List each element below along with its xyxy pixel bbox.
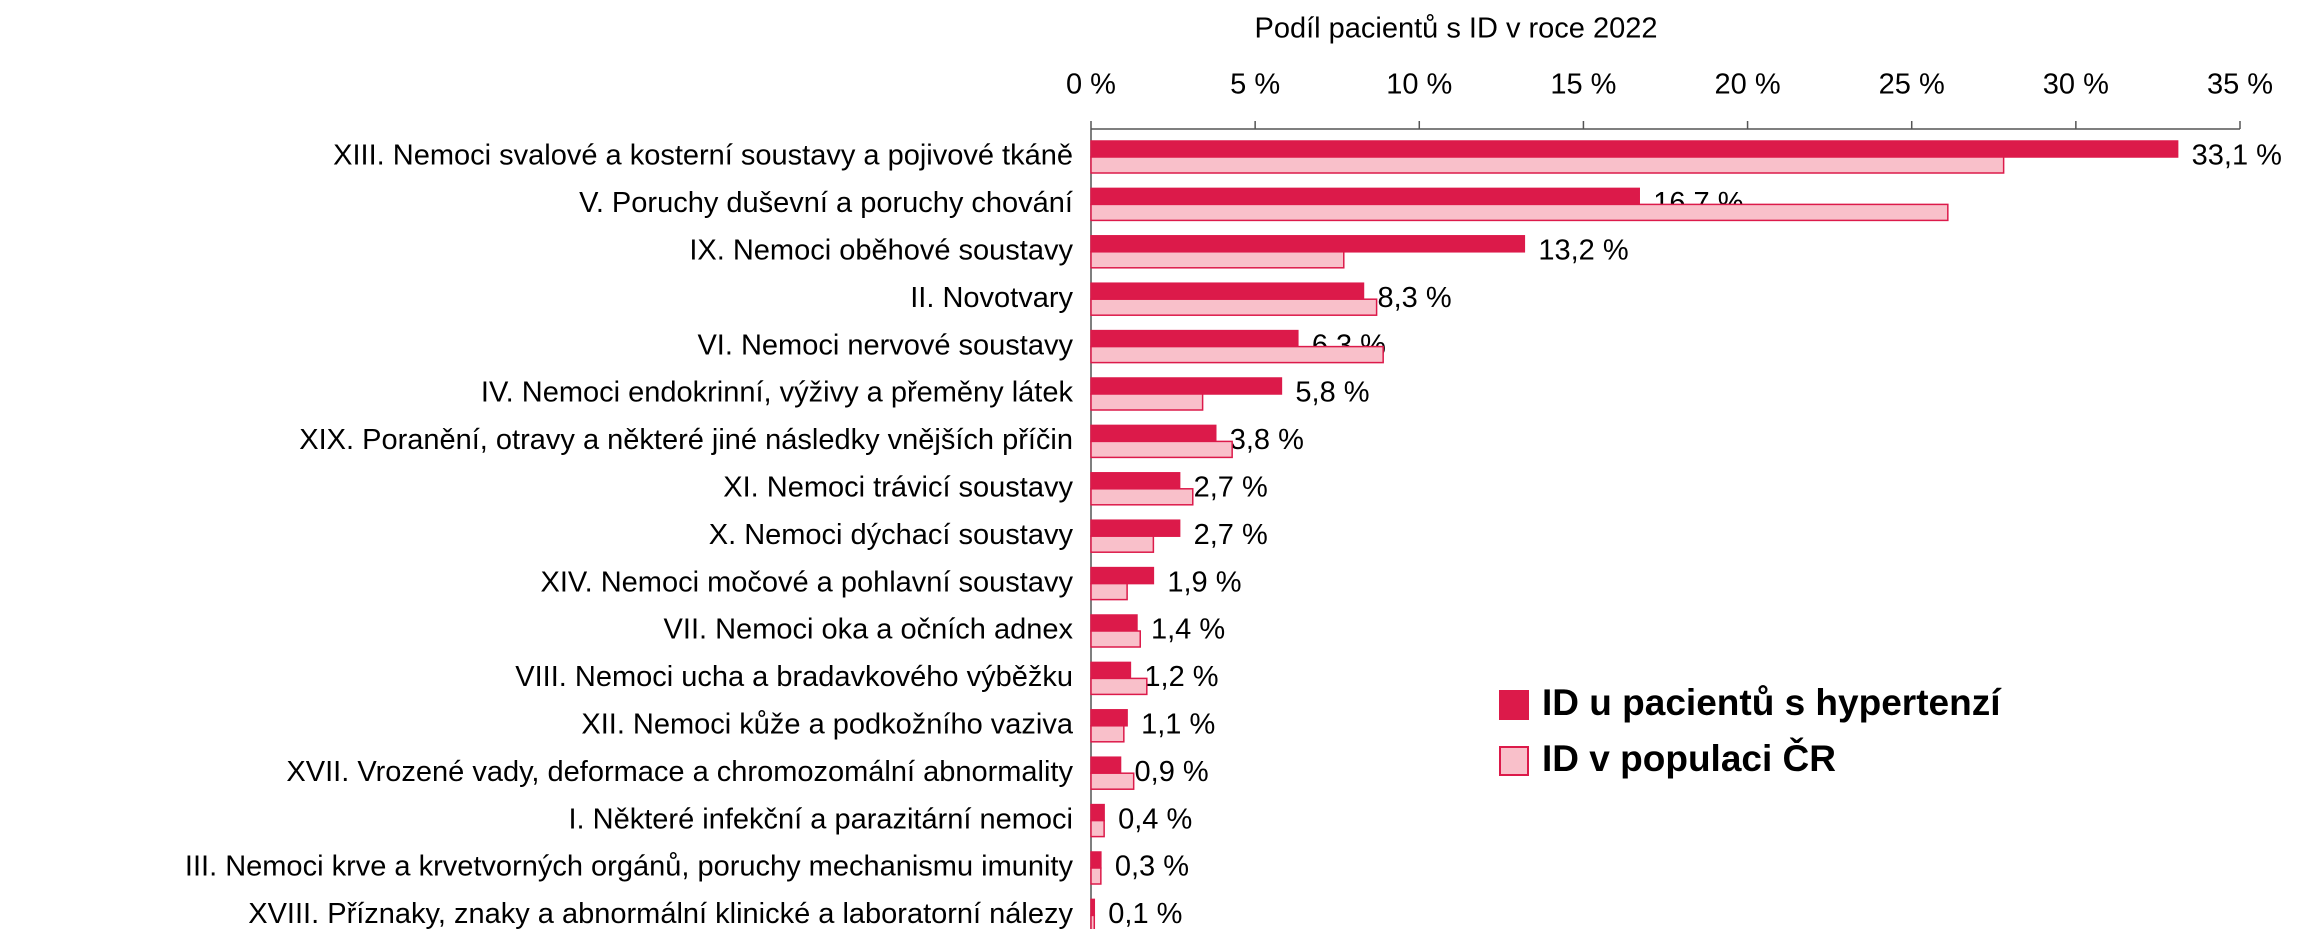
x-tick-label: 20 % <box>1715 69 1781 101</box>
category-label: II. Novotvary <box>910 282 1073 314</box>
bar <box>1090 345 1384 364</box>
bar <box>1090 377 1283 395</box>
legend-text: ID v populaci ČR <box>1542 737 1836 779</box>
legend-swatch <box>1499 690 1529 720</box>
bar <box>1090 519 1181 537</box>
data-label: 5,8 % <box>1295 377 1369 409</box>
data-label: 0,9 % <box>1135 756 1209 788</box>
bar <box>1090 140 2179 158</box>
data-label: 0,3 % <box>1115 851 1189 883</box>
x-tick-label: 30 % <box>2043 69 2109 101</box>
bar <box>1090 630 1141 648</box>
bar <box>1090 614 1138 632</box>
bar <box>1090 709 1128 727</box>
category-label: XIII. Nemoci svalové a kosterní soustavy… <box>333 140 1073 172</box>
bar <box>1090 187 1640 206</box>
x-tick-label: 10 % <box>1386 69 1452 101</box>
x-tick-label: 5 % <box>1230 69 1280 101</box>
category-label: VI. Nemoci nervové soustavy <box>697 329 1073 361</box>
category-label: IX. Nemoci oběhové soustavy <box>689 234 1073 266</box>
bar <box>1090 898 1096 917</box>
axis-title: Podíl pacientů s ID v roce 2022 <box>1254 13 1657 45</box>
bar <box>1090 298 1378 316</box>
data-label: 33,1 % <box>2192 140 2282 172</box>
category-label: VII. Nemoci oka a očních adnex <box>664 614 1074 646</box>
bar <box>1090 156 2005 174</box>
bar <box>1090 772 1135 790</box>
category-label: XVII. Vrozené vady, deformace a chromozo… <box>286 756 1073 788</box>
bar <box>1090 472 1181 490</box>
x-tick-label: 15 % <box>1550 69 1616 101</box>
category-label: IV. Nemoci endokrinní, výživy a přeměny … <box>481 377 1074 409</box>
data-label: 1,2 % <box>1144 661 1218 693</box>
bar <box>1090 914 1096 929</box>
legend-text: ID u pacientů s hypertenzí <box>1542 682 2002 723</box>
bar <box>1090 725 1125 743</box>
data-label: 1,9 % <box>1167 566 1241 598</box>
data-label: 1,4 % <box>1151 614 1225 646</box>
bar <box>1090 393 1204 411</box>
x-tick-label: 0 % <box>1066 69 1116 101</box>
bar <box>1090 566 1155 585</box>
category-label: III. Nemoci krve a krvetvorných orgánů, … <box>185 851 1074 883</box>
bar <box>1090 582 1128 601</box>
data-label: 1,1 % <box>1141 708 1215 740</box>
bar <box>1090 203 1949 222</box>
category-label: XI. Nemoci trávicí soustavy <box>723 471 1073 503</box>
data-label: 2,7 % <box>1194 471 1268 503</box>
data-label: 13,2 % <box>1538 234 1628 266</box>
bar <box>1090 235 1526 253</box>
category-label: XIX. Poranění, otravy a některé jiné nás… <box>299 424 1073 456</box>
bar <box>1090 282 1365 300</box>
data-label: 0,4 % <box>1118 803 1192 835</box>
legend-swatch <box>1499 746 1529 776</box>
category-label: X. Nemoci dýchací soustavy <box>709 519 1074 551</box>
bar <box>1090 803 1105 822</box>
data-label: 8,3 % <box>1377 282 1451 314</box>
category-label: XVIII. Příznaky, znaky a abnormální klin… <box>248 898 1073 929</box>
category-label: XIV. Nemoci močové a pohlavní soustavy <box>541 566 1074 598</box>
bar <box>1090 677 1148 696</box>
category-label: VIII. Nemoci ucha a bradavkového výběžku <box>515 661 1073 693</box>
bar <box>1090 851 1102 869</box>
category-label: V. Poruchy duševní a poruchy chování <box>579 187 1073 219</box>
bar <box>1090 440 1233 459</box>
bar <box>1090 661 1132 680</box>
bar <box>1090 756 1122 774</box>
data-label: 0,1 % <box>1108 898 1182 929</box>
x-tick-label: 35 % <box>2207 69 2273 101</box>
bar <box>1090 488 1194 506</box>
data-label: 3,8 % <box>1230 424 1304 456</box>
bar <box>1090 251 1345 269</box>
data-label: 2,7 % <box>1194 519 1268 551</box>
bar <box>1090 535 1155 553</box>
bar <box>1090 424 1217 443</box>
category-label: I. Některé infekční a parazitární nemoci <box>568 803 1073 835</box>
bar <box>1090 329 1299 348</box>
category-label: XII. Nemoci kůže a podkožního vaziva <box>581 708 1074 740</box>
x-tick-label: 25 % <box>1879 69 1945 101</box>
bar <box>1090 819 1105 838</box>
bar <box>1090 867 1102 885</box>
